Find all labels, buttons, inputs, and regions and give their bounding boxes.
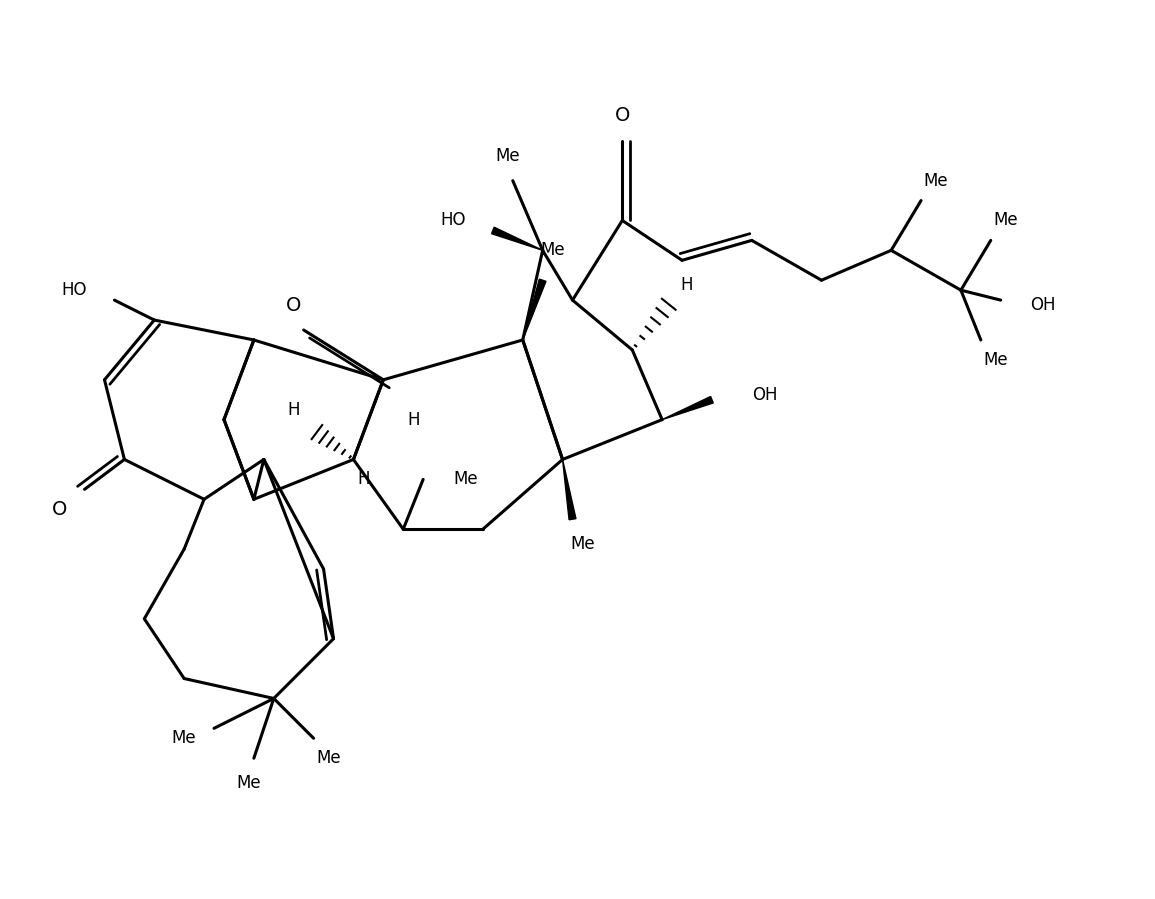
Text: O: O xyxy=(614,106,629,125)
Text: H: H xyxy=(407,411,419,429)
Text: Me: Me xyxy=(571,535,595,553)
Text: Me: Me xyxy=(453,470,478,488)
Text: Me: Me xyxy=(316,749,341,767)
Text: H: H xyxy=(680,276,693,294)
Polygon shape xyxy=(523,279,546,340)
Text: Me: Me xyxy=(993,211,1018,229)
Text: OH: OH xyxy=(1030,296,1056,314)
Text: H: H xyxy=(288,401,300,419)
Text: HO: HO xyxy=(62,281,88,299)
Text: Me: Me xyxy=(983,351,1008,369)
Text: H: H xyxy=(357,470,370,488)
Text: Me: Me xyxy=(172,729,196,747)
Text: Me: Me xyxy=(541,241,565,259)
Polygon shape xyxy=(492,227,543,250)
Text: Me: Me xyxy=(495,147,520,165)
Text: O: O xyxy=(52,500,67,519)
Text: Me: Me xyxy=(924,172,948,190)
Polygon shape xyxy=(662,396,714,420)
Text: Me: Me xyxy=(237,774,261,792)
Text: HO: HO xyxy=(440,211,465,229)
Polygon shape xyxy=(562,459,576,520)
Text: OH: OH xyxy=(752,386,777,404)
Text: O: O xyxy=(286,296,301,315)
